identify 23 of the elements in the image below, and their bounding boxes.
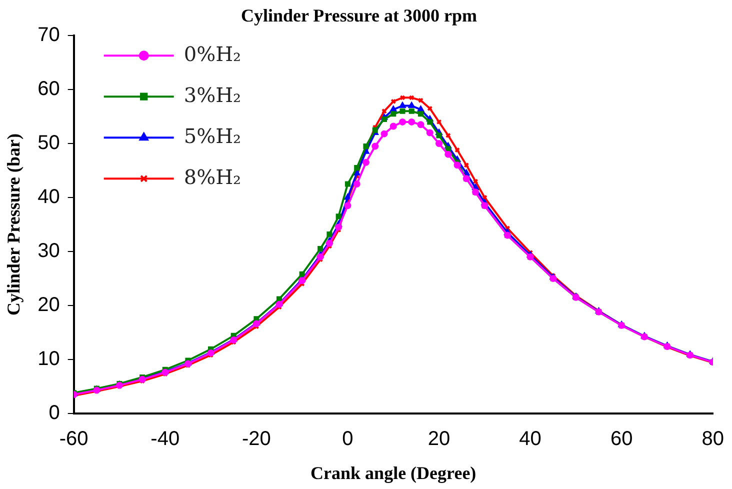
y-axis-title: Cylinder Pressure (bar) [3, 134, 24, 316]
x-tick-label: -20 [242, 428, 271, 450]
x-tick-label: 60 [610, 428, 633, 450]
y-tick-label: 60 [38, 78, 60, 100]
y-tick-label: 10 [38, 348, 60, 370]
legend-label: 3%H₂ [184, 82, 242, 107]
legend-label: 0%H₂ [184, 42, 242, 66]
x-tick-label: 20 [428, 428, 450, 450]
y-tick-label: 20 [38, 294, 60, 316]
legend-label: 8%H₂ [184, 164, 242, 189]
x-tick-label: 0 [342, 428, 354, 450]
y-tick-label: 50 [38, 132, 60, 154]
chart-title: Cylinder Pressure at 3000 rpm [241, 5, 477, 26]
y-tick-label: 0 [48, 402, 60, 424]
legend-label: 5%H₂ [184, 124, 242, 148]
y-tick-label: 70 [38, 24, 60, 46]
y-tick-label: 30 [38, 240, 60, 262]
y-tick-label: 40 [38, 186, 60, 208]
x-tick-label: -40 [150, 428, 180, 450]
x-tick-label: -60 [59, 428, 88, 450]
x-tick-label: 40 [519, 428, 542, 450]
x-axis-title: Crank angle (Degree) [310, 462, 476, 483]
x-tick-label: 80 [702, 428, 724, 450]
